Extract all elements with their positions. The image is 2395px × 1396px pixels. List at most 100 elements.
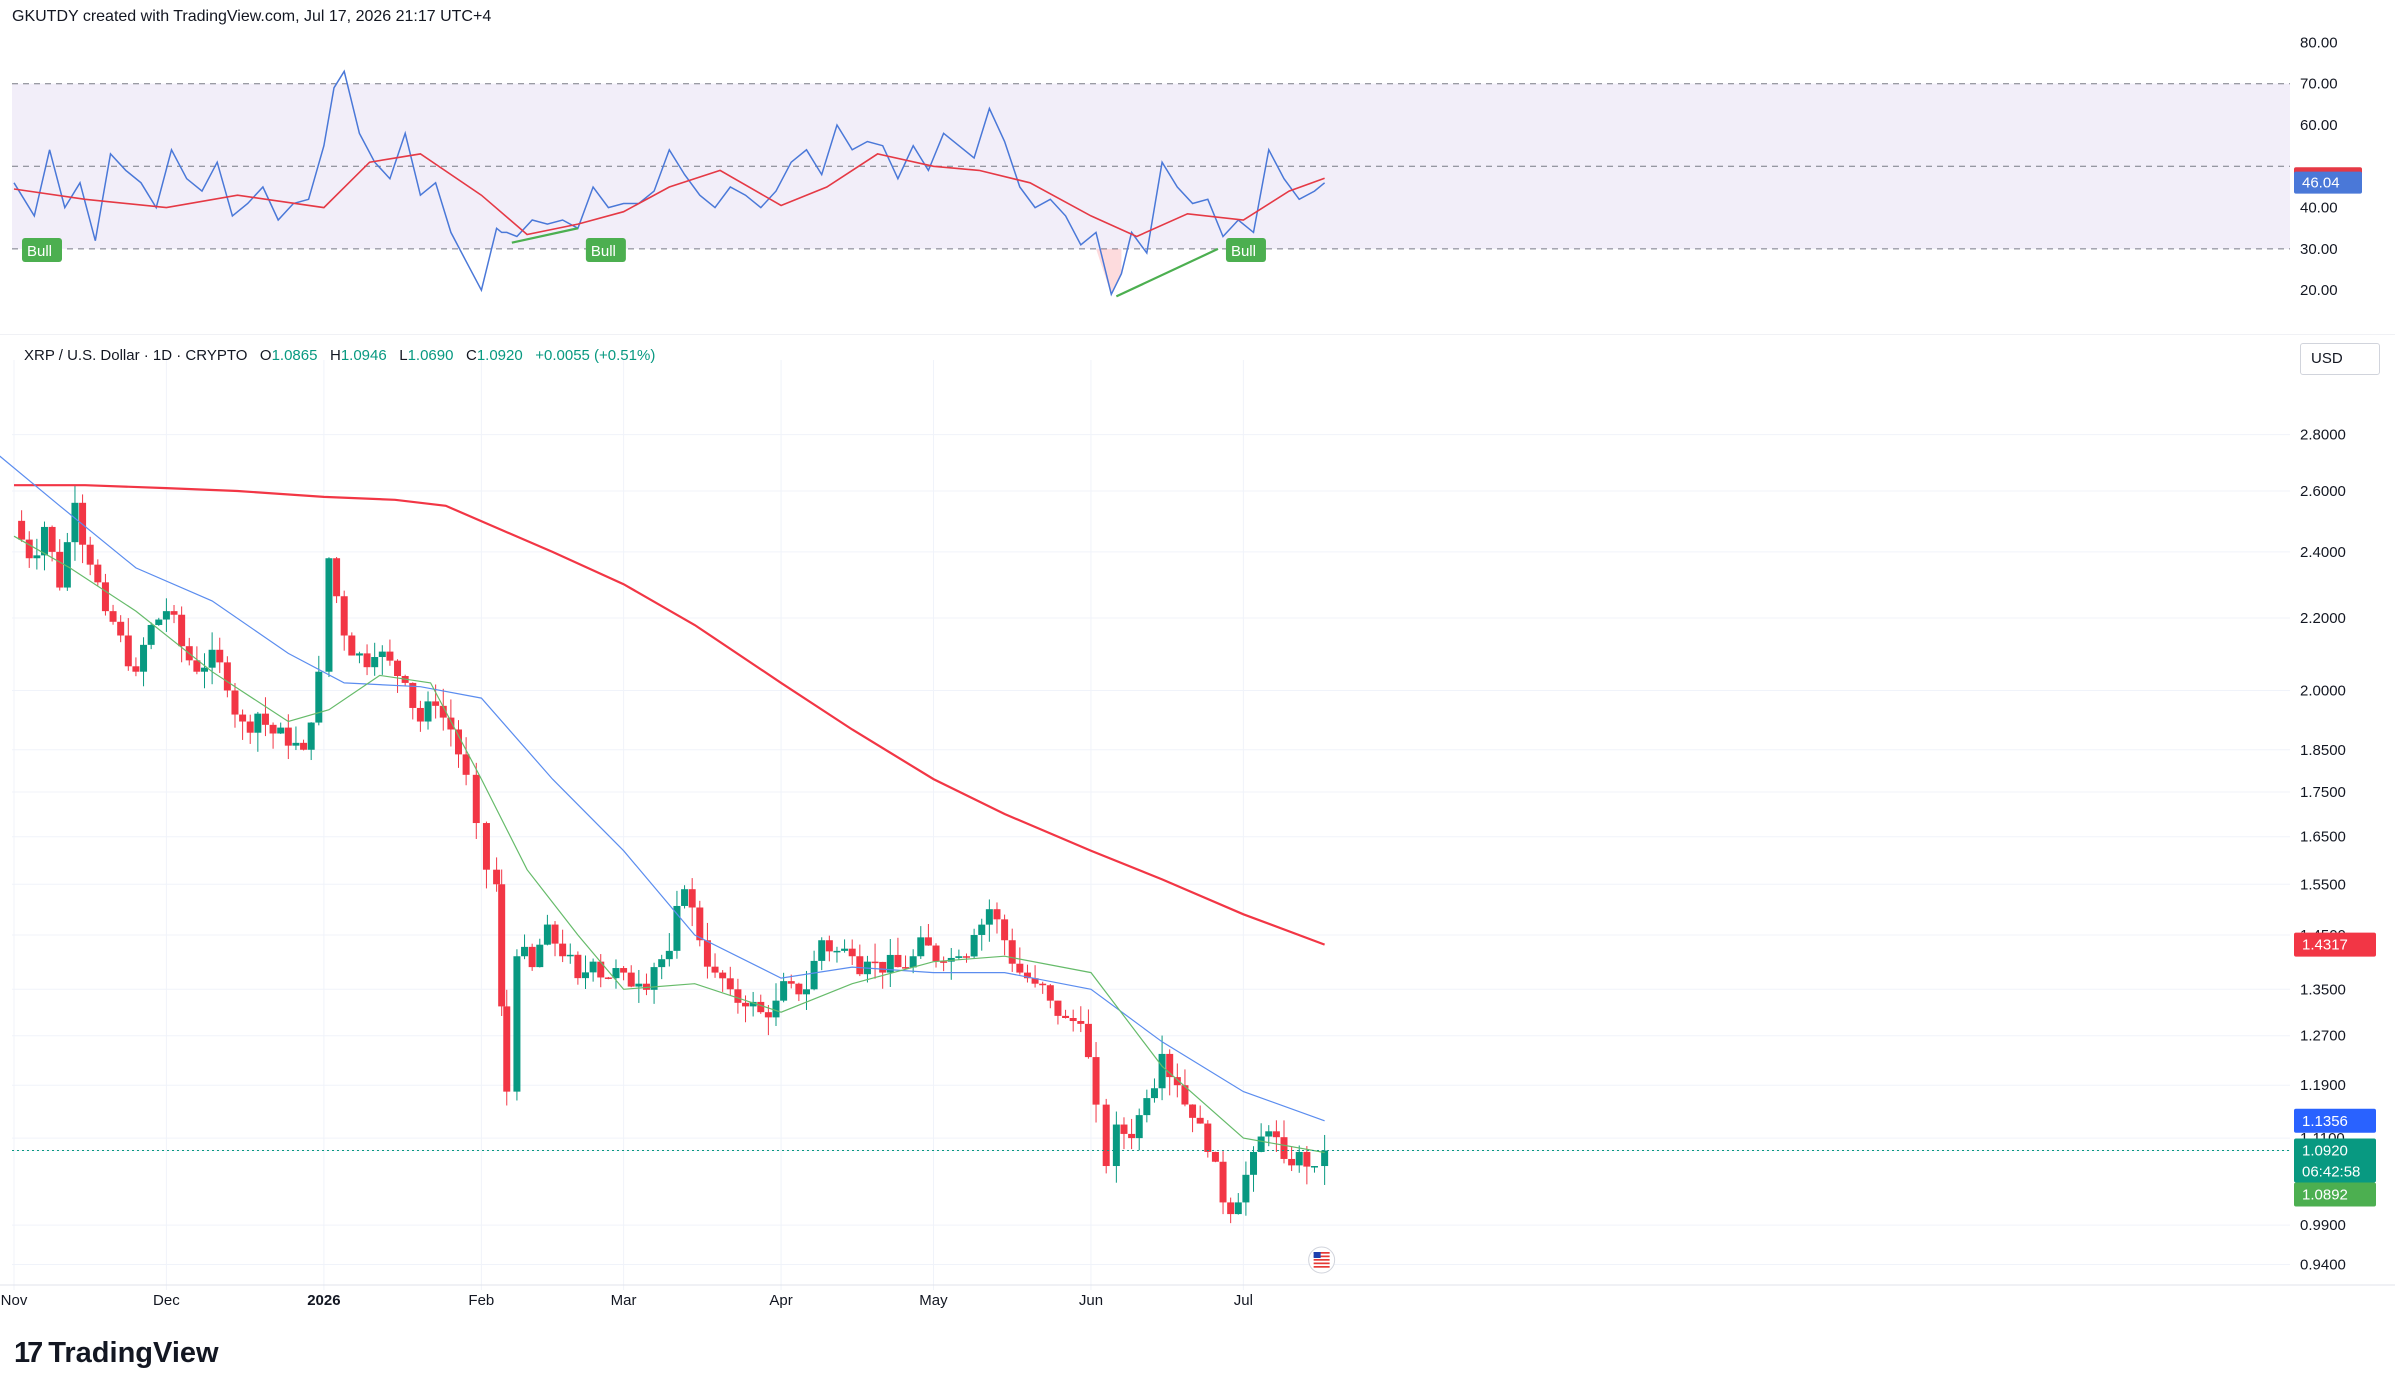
candle-body — [1120, 1124, 1128, 1134]
bull-label: Bull — [1231, 243, 1256, 260]
candle-body — [277, 727, 285, 734]
low-value: 1.0690 — [407, 347, 454, 364]
candle-body — [688, 889, 696, 908]
ma20-line — [13, 535, 1325, 1154]
flag-stripe — [1313, 1262, 1330, 1265]
candle-body — [292, 742, 300, 746]
candle-body — [711, 966, 719, 973]
chart-author-header: GKUTDY created with TradingView.com, Jul… — [12, 8, 492, 25]
candle-body — [18, 520, 26, 540]
candle-body — [503, 1006, 511, 1092]
tradingview-brand[interactable]: 17 TradingView — [14, 1337, 219, 1370]
candle-body — [1219, 1161, 1227, 1203]
open-value: 1.0865 — [271, 347, 318, 364]
candle-body — [1211, 1151, 1219, 1162]
candle-body — [1242, 1174, 1250, 1203]
candle-body — [1265, 1131, 1273, 1137]
candle-body — [1181, 1085, 1189, 1105]
price-y-tick-label: 2.8000 — [2300, 427, 2346, 444]
bullish-divergence-line — [511, 227, 579, 244]
ma20-price-tag-bg — [2294, 1182, 2376, 1207]
ma200-price-tag-bg — [2294, 932, 2376, 957]
candle-body — [269, 724, 277, 734]
price-y-tick-label: 1.7500 — [2300, 784, 2346, 801]
x-tick-label: Jul — [1234, 1292, 1253, 1309]
candle-body — [424, 701, 432, 722]
candle-body — [455, 729, 462, 755]
tradingview-logo-icon: 17 — [14, 1337, 43, 1369]
rsi-pane[interactable]: 80.00 70.00 60.00 40.00 30.00 20.00 Bull Bull Bu… — [0, 0, 2395, 335]
candle-body — [1227, 1202, 1235, 1215]
candle-body — [363, 653, 371, 668]
candle-body — [1303, 1151, 1311, 1167]
bull-label-bg — [585, 238, 626, 262]
candle-body — [658, 959, 666, 968]
candle-body — [401, 675, 409, 683]
candle-body — [1280, 1137, 1288, 1159]
candle-body — [1102, 1104, 1110, 1167]
rsi-y-tick-label: 20.00 — [2300, 282, 2338, 299]
candle-body — [155, 619, 163, 625]
rsi-value-tag-bg — [2294, 171, 2362, 194]
us-flag-icon — [1308, 1246, 1336, 1274]
candle-body — [79, 502, 87, 545]
candle-body — [551, 924, 559, 944]
candle-body — [386, 651, 394, 661]
candle-body — [772, 1000, 780, 1018]
candle-body — [955, 956, 963, 958]
candle-body — [325, 558, 333, 672]
candle-body — [627, 972, 635, 987]
candle-body — [1135, 1115, 1143, 1139]
candle-body — [33, 555, 41, 559]
symbol-name[interactable]: XRP / U.S. Dollar · 1D · CRYPTO — [24, 347, 248, 364]
candle-body — [254, 713, 262, 733]
candle-body — [985, 909, 993, 925]
candle-body — [978, 924, 986, 935]
candle-body — [825, 940, 833, 952]
candle-body — [48, 526, 56, 552]
candle-body — [1016, 963, 1024, 973]
candle-body — [493, 869, 501, 885]
price-y-tick-label: 1.4500 — [2300, 927, 2346, 944]
candle-body — [315, 671, 323, 723]
candle-body — [559, 943, 567, 957]
candle-body — [1272, 1131, 1280, 1138]
close-value: 1.0920 — [476, 347, 523, 364]
candle-body — [863, 961, 871, 975]
price-y-tick-label: 1.5500 — [2300, 876, 2346, 893]
rsi-y-tick-label: 40.00 — [2300, 200, 2338, 217]
candle-body — [1310, 1166, 1318, 1168]
currency-selector[interactable]: USD — [2300, 343, 2380, 375]
candle-body — [101, 582, 109, 612]
price-y-tick-label: 2.2000 — [2300, 610, 2346, 627]
candle-body — [780, 981, 788, 1001]
candle-body — [749, 1001, 757, 1007]
candle-body — [589, 961, 597, 973]
open-label: O — [259, 347, 272, 364]
candle-body — [719, 972, 727, 979]
x-tick-label: 2026 — [307, 1292, 340, 1309]
high-label: H — [329, 347, 341, 364]
x-tick-label: Apr — [769, 1292, 792, 1309]
candle-body — [1077, 1021, 1085, 1024]
price-price-tag: 1.0920 — [2302, 1143, 2348, 1160]
candle-body — [109, 611, 117, 622]
candle-body — [947, 957, 955, 962]
rsi-line — [13, 69, 1326, 297]
candle-body — [810, 960, 818, 990]
close-label: C — [465, 347, 477, 364]
x-tick-label: Jun — [1079, 1292, 1103, 1309]
candle-body — [635, 983, 643, 987]
candle-body — [696, 907, 704, 941]
candle-body — [902, 967, 910, 969]
candle-body — [665, 950, 673, 960]
rsi-y-tick-label: 80.00 — [2300, 34, 2338, 51]
candle-body — [536, 944, 544, 968]
candle-body — [993, 909, 1001, 920]
candle-body — [56, 551, 64, 588]
candle-body — [1189, 1104, 1197, 1118]
candle-body — [140, 644, 148, 672]
low-label: L — [399, 347, 408, 364]
price-y-tick-label: 1.2700 — [2300, 1028, 2346, 1045]
candle-body — [40, 526, 48, 556]
